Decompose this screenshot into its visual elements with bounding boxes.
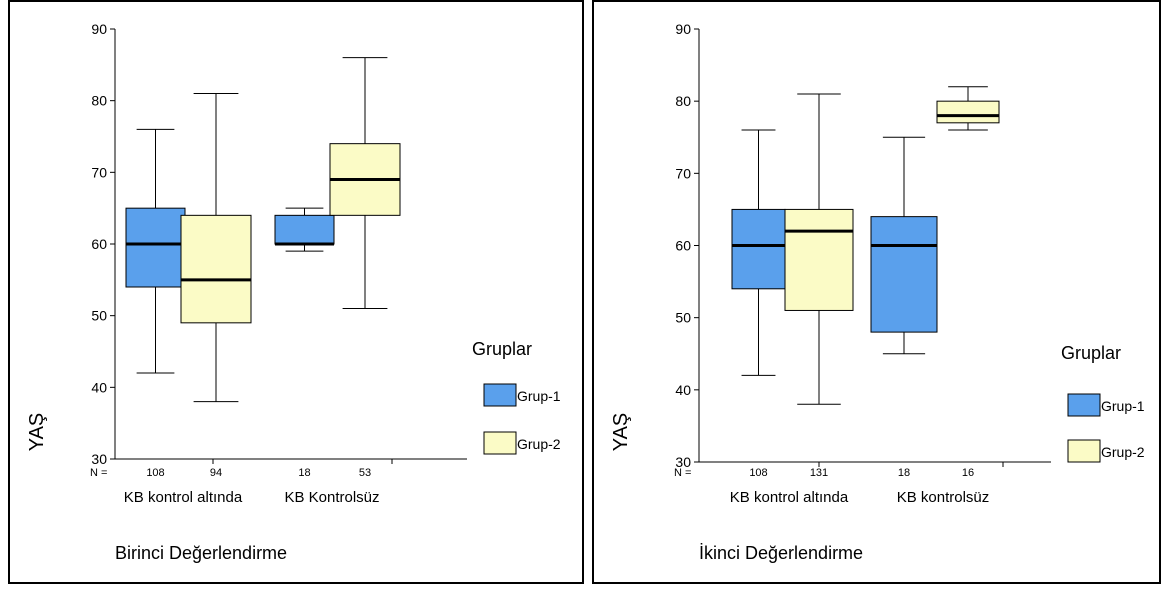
category-label: KB kontrol altında [730,489,849,506]
n-label: N = [90,467,107,479]
iqr-box [125,207,186,288]
y-tick-label: 50 [91,308,107,324]
n-count-label: 16 [962,467,974,479]
legend-label: Grup-2 [1101,444,1145,460]
legend-swatch [1067,439,1101,463]
y-tick-label: 70 [91,164,107,180]
legend-swatch [483,431,517,455]
n-count-label: 94 [210,467,222,479]
y-tick-label: 70 [675,165,691,181]
box-grup-1-0 [731,129,786,376]
n-count-label: 131 [810,467,828,479]
legend-title: Gruplar [472,339,532,359]
y-tick-label: 40 [91,379,107,395]
y-tick-label: 60 [91,236,107,252]
boxplot-chart-ikinci: 30 40 50 60 70 80 90 YAŞ N = KB kontrol altında KB… [610,21,1145,563]
iqr-box [731,208,786,290]
category-label: KB kontrol altında [124,489,243,506]
iqr-box [180,214,252,324]
chart-panel-ikinci: 30 40 50 60 70 80 90 YAŞ N = KB kontrol altında KB… [592,0,1161,584]
chart-panel-birinci: 30 40 50 60 70 80 90 YAŞ N = KB kontrol altında KB… [8,0,584,584]
legend-label: Grup-1 [1101,398,1145,414]
n-label: N = [674,467,691,479]
y-axis-label: YAŞ [26,413,48,452]
n-count-label: 18 [298,467,310,479]
legend-title: Gruplar [1061,343,1121,363]
n-count-label: 108 [749,467,767,479]
y-tick-label: 60 [675,238,691,254]
n-count-label: 53 [359,467,371,479]
box-grup-2-0 [180,93,252,403]
legend-swatch [483,383,517,407]
y-tick-label: 40 [675,382,691,398]
y-axis-label: YAŞ [610,413,632,452]
box-grup-1-0 [125,128,186,374]
iqr-box [784,208,854,311]
legend-label: Grup-2 [517,436,561,452]
iqr-box [936,100,1000,124]
y-tick-label: 80 [675,93,691,109]
n-count-label: 18 [898,467,910,479]
legend-swatch [1067,393,1101,417]
y-tick-label: 30 [91,451,107,467]
box-grup-1-1 [274,207,335,252]
y-tick-label: 80 [91,93,107,109]
iqr-box [274,214,335,245]
box-grup-2-1 [936,86,1000,131]
y-tick-label: 50 [675,310,691,326]
y-tick-label: 90 [675,21,691,37]
box-grup-1-1 [870,136,938,355]
box-grup-2-0 [784,93,854,405]
n-count-label: 108 [146,467,164,479]
panel-title: Birinci Değerlendirme [115,543,287,563]
iqr-box [870,216,938,333]
box-grup-2-1 [329,57,401,309]
y-tick-label: 30 [675,454,691,470]
panel-title: İkinci Değerlendirme [699,543,863,563]
y-tick-label: 90 [91,21,107,37]
legend-label: Grup-1 [517,388,561,404]
category-label: KB Kontrolsüz [284,489,379,506]
category-label: KB kontrolsüz [897,489,990,506]
boxplot-chart-birinci: 30 40 50 60 70 80 90 YAŞ N = KB kontrol altında KB… [26,21,561,563]
